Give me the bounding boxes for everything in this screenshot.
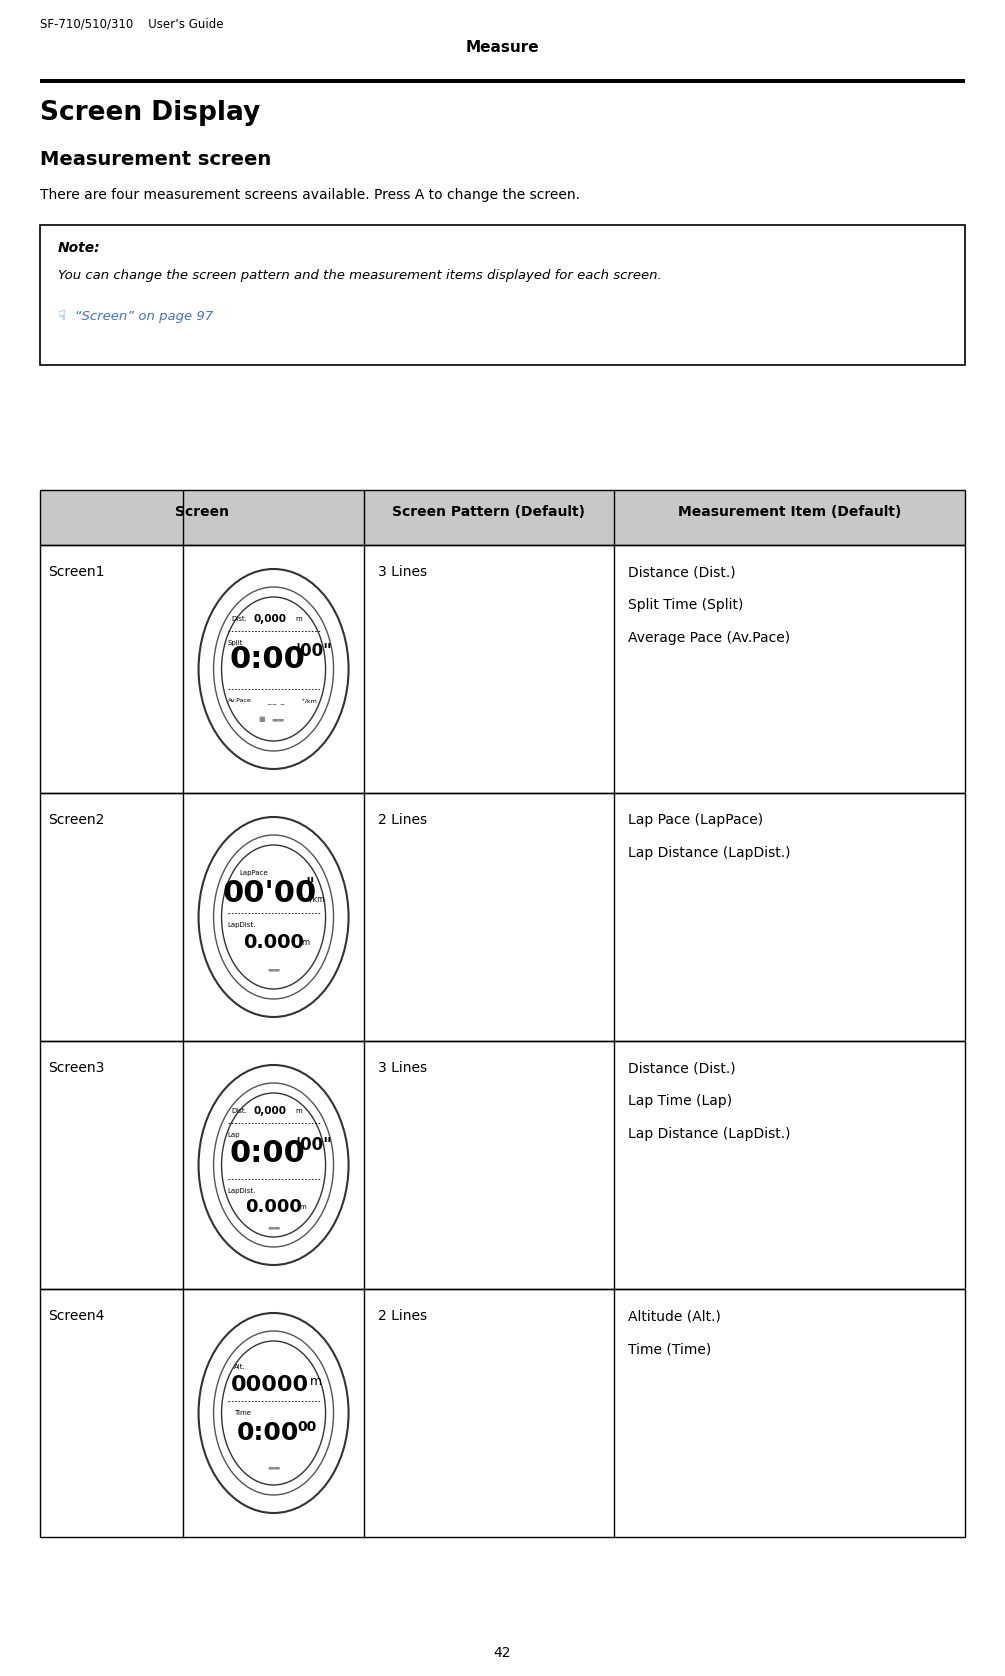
Text: Screen: Screen <box>175 506 229 520</box>
Text: Lap Distance (LapDist.): Lap Distance (LapDist.) <box>627 846 790 860</box>
Text: ☟  “Screen” on page 97: ☟ “Screen” on page 97 <box>58 310 213 323</box>
Text: ▬▬: ▬▬ <box>267 1223 280 1230</box>
Text: ■: ■ <box>258 716 265 722</box>
Ellipse shape <box>221 1341 326 1485</box>
Bar <box>40 79 965 84</box>
Text: /km: /km <box>310 895 324 903</box>
Text: Screen Display: Screen Display <box>40 101 260 126</box>
Text: Screen Pattern (Default): Screen Pattern (Default) <box>392 506 585 520</box>
Text: Screen4: Screen4 <box>48 1309 105 1322</box>
Text: 2 Lines: 2 Lines <box>378 813 427 826</box>
Text: Note:: Note: <box>58 241 100 255</box>
Bar <box>40 1041 965 1289</box>
Text: Alt.: Alt. <box>233 1364 245 1369</box>
Text: Lap: Lap <box>227 1131 240 1138</box>
Text: ▬▬: ▬▬ <box>267 965 280 972</box>
Text: Split: Split <box>227 640 243 645</box>
Text: 0,000: 0,000 <box>253 1106 286 1116</box>
Text: 3 Lines: 3 Lines <box>378 1061 427 1074</box>
Text: Measure: Measure <box>465 40 540 55</box>
Text: '00": '00" <box>295 642 333 660</box>
Text: 42: 42 <box>493 1646 512 1659</box>
Text: m: m <box>302 937 310 947</box>
Ellipse shape <box>221 1093 326 1237</box>
Text: ''/km: ''/km <box>302 699 318 704</box>
Text: SF-710/510/310    User’s Guide: SF-710/510/310 User’s Guide <box>40 18 223 30</box>
Text: Measurement Item (Default): Measurement Item (Default) <box>677 506 900 520</box>
Text: Dist.: Dist. <box>231 617 247 622</box>
Text: There are four measurement screens available. Press A to change the screen.: There are four measurement screens avail… <box>40 188 580 203</box>
Ellipse shape <box>221 597 326 741</box>
Text: Lap Pace (LapPace): Lap Pace (LapPace) <box>627 813 763 826</box>
Text: Lap Distance (LapDist.): Lap Distance (LapDist.) <box>627 1126 790 1141</box>
Text: 0.000: 0.000 <box>243 932 304 952</box>
Text: '00": '00" <box>295 1136 333 1155</box>
Text: Time (Time): Time (Time) <box>627 1342 711 1356</box>
Text: ▬▬: ▬▬ <box>271 716 284 722</box>
Text: 00: 00 <box>297 1420 317 1435</box>
Text: Distance (Dist.): Distance (Dist.) <box>627 565 735 578</box>
Text: Dist.: Dist. <box>231 1108 247 1115</box>
Bar <box>40 793 965 1041</box>
Bar <box>40 1289 965 1537</box>
Text: Split Time (Split): Split Time (Split) <box>627 598 743 612</box>
Text: ": " <box>306 877 315 893</box>
Text: 0,000: 0,000 <box>253 613 286 623</box>
Text: 00000: 00000 <box>230 1374 309 1394</box>
Text: Altitude (Alt.): Altitude (Alt.) <box>627 1309 721 1322</box>
Text: Time: Time <box>233 1410 250 1416</box>
Text: Lap Time (Lap): Lap Time (Lap) <box>627 1094 732 1108</box>
Bar <box>40 225 965 365</box>
Text: Av.Pace: Av.Pace <box>227 699 251 704</box>
Text: m: m <box>310 1374 322 1388</box>
Text: You can change the screen pattern and the measurement items displayed for each s: You can change the screen pattern and th… <box>58 270 661 282</box>
Text: 0.000: 0.000 <box>245 1198 302 1217</box>
Text: 3 Lines: 3 Lines <box>378 565 427 578</box>
Text: 0:00: 0:00 <box>229 1138 306 1168</box>
Text: _ _  _: _ _ _ <box>267 697 284 704</box>
Text: Screen2: Screen2 <box>48 813 105 826</box>
Text: 00'00: 00'00 <box>222 878 317 907</box>
Text: 2 Lines: 2 Lines <box>378 1309 427 1322</box>
Text: m: m <box>295 617 303 622</box>
Text: Distance (Dist.): Distance (Dist.) <box>627 1061 735 1074</box>
Bar <box>40 489 965 545</box>
Text: 0:00: 0:00 <box>229 645 306 674</box>
Text: 0:00: 0:00 <box>236 1421 298 1445</box>
Text: LapPace: LapPace <box>239 870 268 877</box>
Ellipse shape <box>221 845 326 989</box>
Text: m: m <box>295 1108 303 1115</box>
Bar <box>40 545 965 793</box>
Text: Screen1: Screen1 <box>48 565 105 578</box>
Text: ▬▬: ▬▬ <box>267 1465 280 1470</box>
Text: Average Pace (Av.Pace): Average Pace (Av.Pace) <box>627 630 790 645</box>
Text: Measurement screen: Measurement screen <box>40 149 271 169</box>
Text: LapDist.: LapDist. <box>227 922 256 929</box>
Text: m: m <box>299 1203 307 1210</box>
Text: Screen3: Screen3 <box>48 1061 105 1074</box>
Text: LapDist.: LapDist. <box>227 1188 256 1193</box>
